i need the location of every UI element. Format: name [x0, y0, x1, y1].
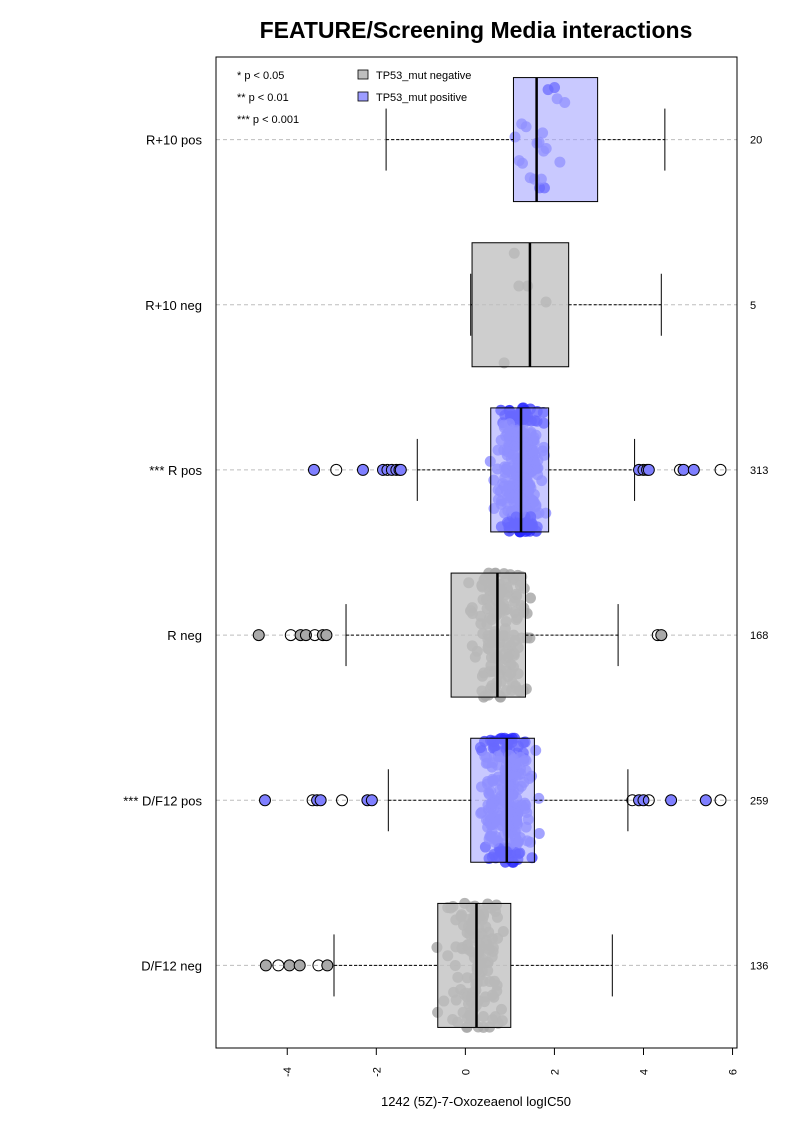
legend-label-negative: TP53_mut negative	[376, 70, 471, 82]
data-point	[524, 632, 536, 644]
outlier-point	[314, 794, 327, 807]
x-tick-label: 6	[728, 1069, 740, 1075]
legend-swatch-negative	[357, 69, 369, 80]
outlier-point	[259, 959, 272, 972]
group-counts: 20 5 313 168 259 136	[750, 135, 768, 973]
box	[470, 737, 535, 863]
outlier-point	[330, 463, 343, 476]
outlier-point	[665, 794, 678, 807]
outlier-point	[307, 463, 320, 476]
plot-frame	[215, 56, 738, 1049]
outlier-point	[320, 629, 333, 642]
legend-sig-2: ** p < 0.01	[237, 92, 289, 104]
group-count: 259	[750, 795, 768, 807]
group-count: 5	[750, 300, 756, 312]
group-label: *** D/F12 pos	[123, 793, 202, 808]
outlier-point	[336, 794, 349, 807]
legend-sig-3: *** p < 0.001	[237, 114, 299, 126]
data-point	[533, 828, 545, 840]
x-tick-label: 2	[549, 1069, 561, 1075]
outlier-points	[252, 463, 727, 972]
x-axis: -4 -2 0 2 4 6	[282, 1047, 740, 1077]
outlier-point	[394, 463, 407, 476]
group-labels: R+10 pos R+10 neg *** R pos R neg *** D/F12 …	[123, 133, 202, 974]
outlier-point	[714, 794, 727, 807]
x-tick-label: 4	[638, 1069, 650, 1075]
outlier-point	[642, 794, 655, 807]
outlier-point	[293, 959, 306, 972]
group-label: R+10 neg	[145, 298, 202, 313]
group-count: 136	[750, 960, 768, 972]
x-tick-label: -4	[282, 1067, 294, 1077]
outlier-point	[687, 463, 700, 476]
outlier-point	[258, 794, 271, 807]
group-label: *** R pos	[149, 463, 202, 478]
box	[437, 902, 512, 1028]
outlier-point	[365, 794, 378, 807]
x-tick-label: 0	[460, 1069, 472, 1075]
box-layer	[333, 77, 666, 1028]
outlier-point	[299, 629, 312, 642]
outlier-point	[677, 463, 690, 476]
outlier-point	[321, 959, 334, 972]
legend: * p < 0.05 ** p < 0.01 *** p < 0.001 TP5…	[237, 69, 471, 126]
outlier-point	[252, 629, 265, 642]
chart-title: FEATURE/Screening Media interactions	[260, 17, 693, 43]
box	[490, 407, 550, 533]
box	[512, 77, 599, 203]
group-label: D/F12 neg	[141, 958, 202, 973]
outlier-point	[642, 463, 655, 476]
data-point	[533, 792, 545, 804]
outlier-point	[283, 959, 296, 972]
outlier-point	[714, 463, 727, 476]
data-point	[524, 592, 536, 604]
outlier-point	[699, 794, 712, 807]
group-label: R+10 pos	[146, 133, 203, 148]
legend-swatch-positive	[357, 91, 369, 102]
group-count: 313	[750, 465, 768, 477]
x-tick-label: -2	[371, 1067, 383, 1077]
legend-sig-1: * p < 0.05	[237, 70, 284, 82]
x-axis-label: 1242 (5Z)-7-Oxozeaenol logIC50	[381, 1094, 571, 1109]
box	[471, 242, 570, 368]
outlier-point	[356, 463, 369, 476]
data-points	[431, 82, 571, 1033]
legend-label-positive: TP53_mut positive	[376, 92, 467, 104]
group-count: 168	[750, 630, 768, 642]
outlier-point	[655, 629, 668, 642]
box	[450, 572, 526, 698]
group-label: R neg	[167, 628, 202, 643]
group-count: 20	[750, 135, 762, 147]
